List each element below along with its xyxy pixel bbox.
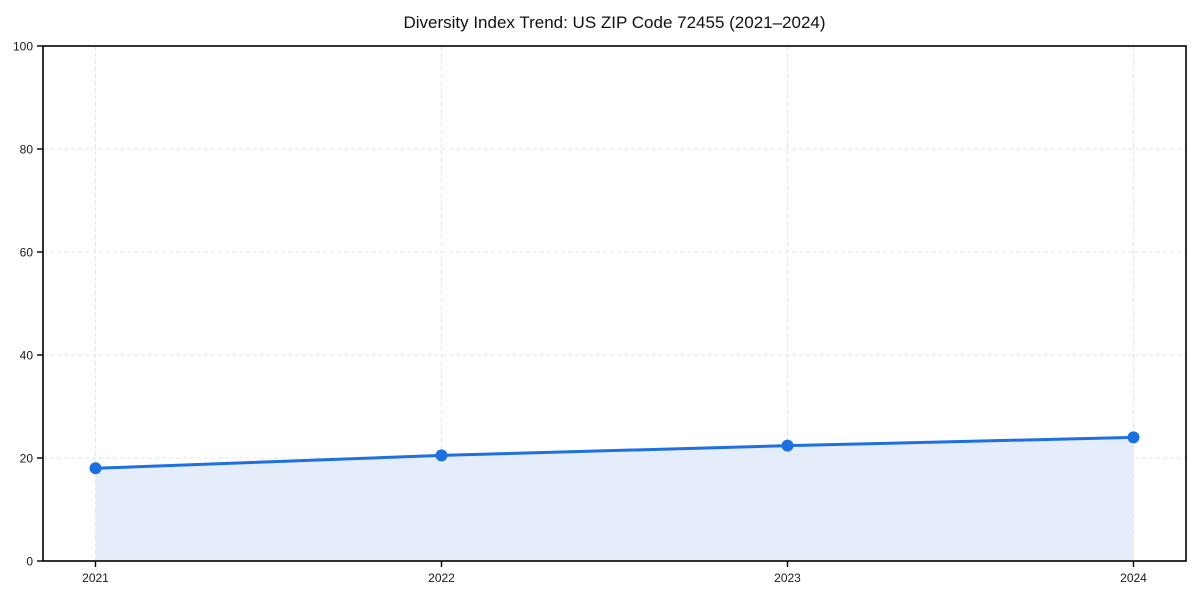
x-tick-label: 2023 [774, 571, 801, 585]
y-tick-label: 60 [20, 246, 34, 260]
chart-title: Diversity Index Trend: US ZIP Code 72455… [403, 13, 826, 32]
data-point-2021 [89, 462, 102, 475]
data-point-2023 [781, 439, 794, 452]
x-tick-label: 2024 [1120, 571, 1147, 585]
x-tick-label: 2021 [82, 571, 109, 585]
x-tick-label: 2022 [428, 571, 455, 585]
y-tick-label: 20 [20, 452, 34, 466]
plot-border [42, 45, 1187, 562]
data-point-2024 [1127, 431, 1140, 444]
axis-ticks [37, 45, 1135, 567]
data-point-2022 [435, 449, 448, 462]
area-fill [95, 437, 1134, 561]
y-tick-label: 80 [20, 143, 34, 157]
y-tick-label: 100 [13, 40, 33, 54]
y-tick-label: 40 [20, 349, 34, 363]
trend-line [94, 435, 1135, 470]
y-tick-label: 0 [26, 555, 33, 569]
